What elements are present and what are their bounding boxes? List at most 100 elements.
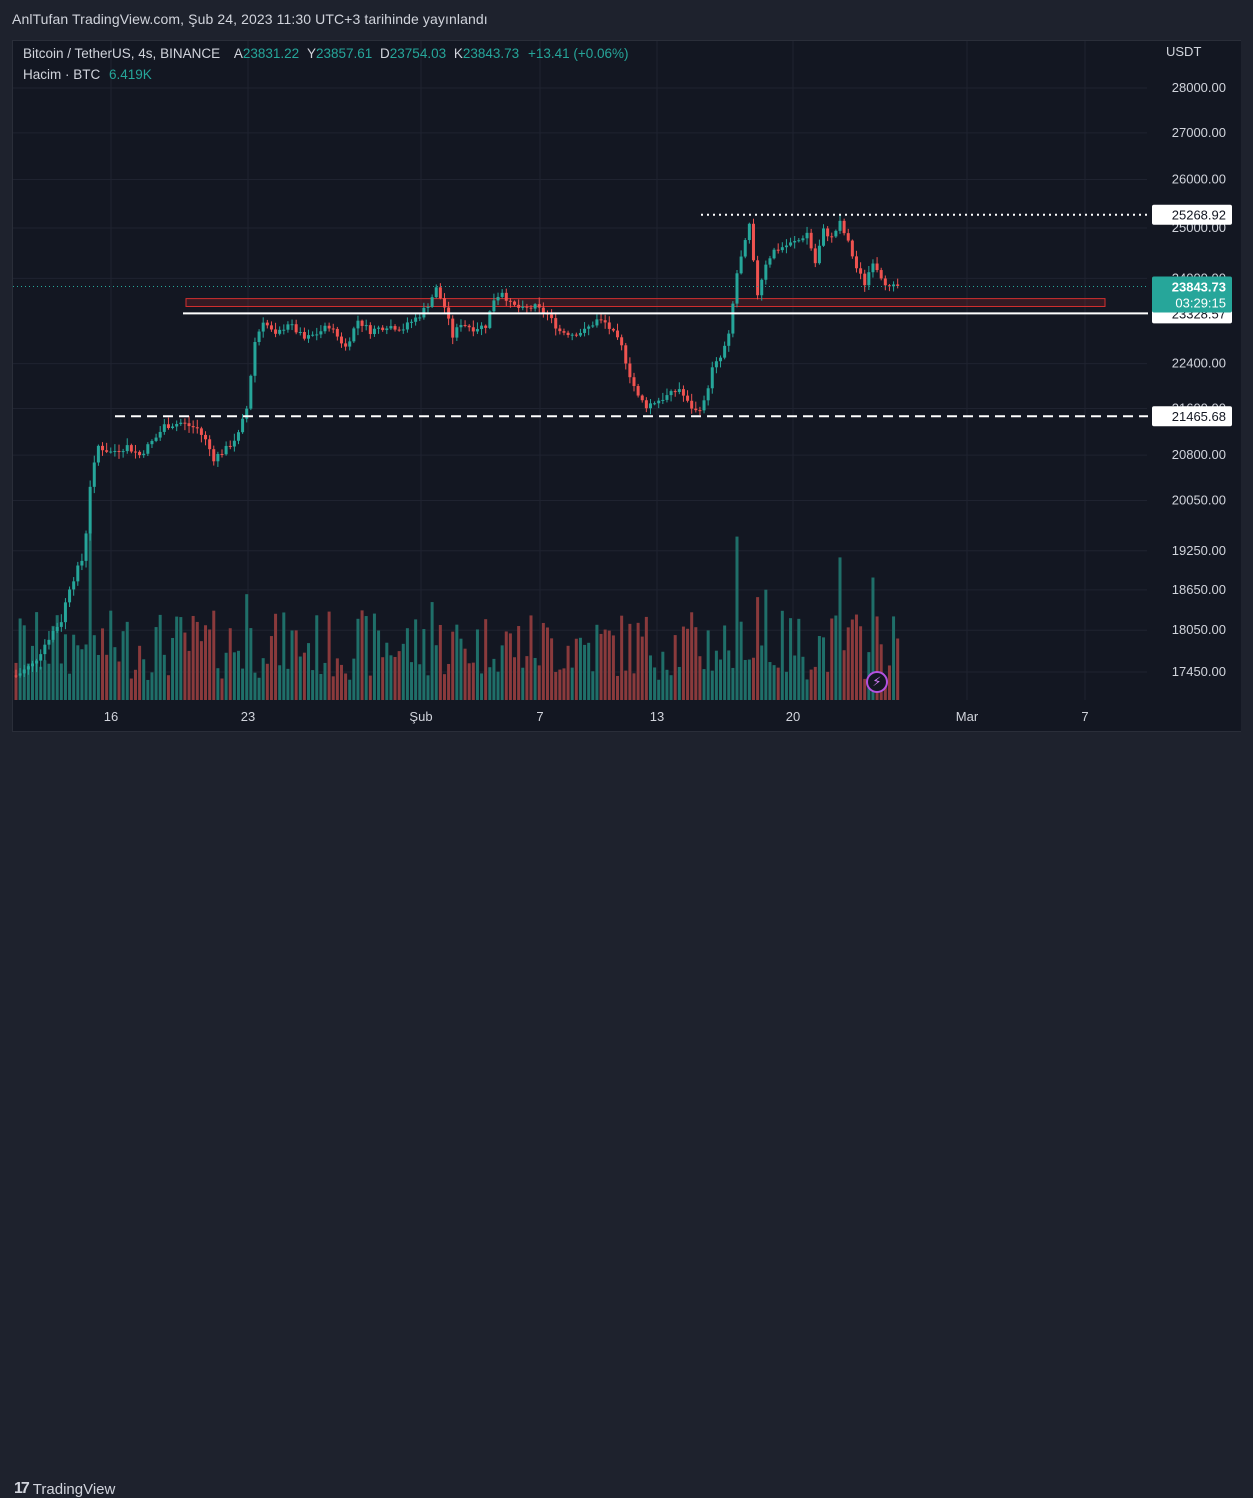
candle-body bbox=[607, 322, 611, 329]
candle-body bbox=[245, 408, 249, 419]
volume-bar bbox=[702, 669, 706, 700]
volume-bar bbox=[492, 658, 496, 700]
candle-body bbox=[278, 329, 282, 334]
price-tick-label: 19250.00 bbox=[1172, 543, 1226, 558]
volume-bar bbox=[418, 664, 422, 700]
volume-bar bbox=[204, 625, 208, 700]
volume-bar bbox=[714, 650, 718, 700]
close-value: 23843.73 bbox=[462, 46, 520, 61]
volume-bar bbox=[723, 625, 727, 700]
volume-bar bbox=[183, 632, 187, 700]
candle-body bbox=[438, 287, 442, 299]
volume-bar bbox=[859, 626, 863, 700]
candlestick-chart[interactable]: USDT28000.0027000.0026000.0025000.002400… bbox=[0, 0, 1253, 778]
volume-bar bbox=[212, 610, 216, 700]
candle-body bbox=[76, 565, 80, 582]
volume-bar bbox=[743, 659, 747, 700]
candle-body bbox=[274, 329, 278, 334]
candle-body bbox=[26, 666, 30, 670]
candle-body bbox=[368, 325, 372, 335]
volume-bar bbox=[286, 668, 290, 700]
candle-body bbox=[822, 228, 826, 246]
candle-body bbox=[710, 367, 714, 389]
candle-body bbox=[294, 324, 298, 333]
candle-body bbox=[780, 247, 784, 251]
symbol-title[interactable]: Bitcoin / TetherUS, 4s, BINANCE bbox=[23, 46, 221, 61]
volume-bar bbox=[628, 623, 632, 700]
candle-body bbox=[731, 303, 735, 334]
volume-bar bbox=[484, 619, 488, 700]
close-key: K bbox=[453, 46, 463, 61]
volume-bar bbox=[587, 642, 591, 700]
volume-bar bbox=[372, 613, 376, 700]
publish-bar: AnlTufan TradingView.com, Şub 24, 2023 1… bbox=[0, 0, 1253, 40]
volume-bar bbox=[887, 665, 891, 700]
volume-bar bbox=[405, 628, 409, 700]
candle-body bbox=[603, 320, 607, 323]
candle-body bbox=[319, 331, 323, 335]
volume-bar bbox=[784, 671, 788, 700]
volume-bar bbox=[51, 625, 55, 700]
candle-body bbox=[331, 328, 335, 330]
price-tick-label: 27000.00 bbox=[1172, 125, 1226, 140]
volume-bar bbox=[513, 657, 517, 700]
candle-body bbox=[154, 437, 158, 441]
volume-bar bbox=[257, 677, 261, 700]
volume-bar bbox=[109, 610, 113, 700]
volume-bar bbox=[68, 673, 72, 700]
volume-bar bbox=[43, 660, 47, 700]
candle-body bbox=[743, 240, 747, 257]
volume-bar bbox=[315, 615, 319, 700]
volume-bar bbox=[72, 634, 76, 700]
volume-bar bbox=[797, 618, 801, 700]
lightning-bolt-icon[interactable]: ⚡ bbox=[866, 671, 888, 693]
candle-body bbox=[793, 240, 797, 243]
candle-body bbox=[550, 314, 554, 319]
candle-body bbox=[298, 331, 302, 333]
candle-body bbox=[838, 220, 842, 231]
time-tick-label: 16 bbox=[104, 709, 118, 724]
volume-bar bbox=[467, 663, 471, 700]
brand-name: TradingView bbox=[32, 1480, 116, 1498]
volume-bar bbox=[47, 663, 51, 700]
candle-body bbox=[776, 249, 780, 251]
candle-body bbox=[88, 486, 92, 534]
candle-body bbox=[142, 453, 146, 456]
candle-body bbox=[175, 424, 179, 427]
current-price-label: 23843.73 bbox=[1172, 279, 1226, 294]
volume-bar bbox=[113, 647, 117, 700]
volume-bar bbox=[648, 655, 652, 700]
volume-bar bbox=[480, 673, 484, 700]
candle-body bbox=[434, 287, 438, 298]
candle-body bbox=[253, 342, 257, 376]
high-value: 23857.61 bbox=[315, 46, 373, 61]
open-value: 23831.22 bbox=[242, 46, 300, 61]
volume-bar bbox=[517, 626, 521, 700]
candle-body bbox=[183, 422, 187, 424]
volume-bar bbox=[290, 630, 294, 700]
high-key: Y bbox=[306, 46, 316, 61]
volume-bar bbox=[381, 657, 385, 700]
volume-bar bbox=[463, 648, 467, 700]
volume-bar bbox=[681, 626, 685, 700]
volume-bar bbox=[760, 645, 764, 700]
volume-bar bbox=[393, 656, 397, 700]
volume-bar bbox=[269, 636, 273, 700]
candles bbox=[14, 215, 900, 678]
price-tick-label: 28000.00 bbox=[1172, 80, 1226, 95]
chart-area[interactable] bbox=[12, 40, 1241, 732]
volume-bar bbox=[813, 666, 817, 700]
volume-bar bbox=[191, 615, 195, 700]
candle-body bbox=[694, 408, 698, 411]
volume-label[interactable]: Hacim · BTC bbox=[23, 67, 101, 82]
volume-bar bbox=[776, 667, 780, 700]
candle-body bbox=[484, 325, 488, 328]
candle-body bbox=[599, 319, 603, 321]
volume-bar bbox=[653, 667, 657, 700]
volume-bar bbox=[537, 665, 541, 700]
tradingview-logo[interactable]: 17 TradingView bbox=[14, 1480, 115, 1498]
volume-bar bbox=[558, 669, 562, 700]
candle-body bbox=[290, 324, 294, 326]
volume-bar bbox=[88, 533, 92, 700]
volume-bar bbox=[529, 615, 533, 700]
